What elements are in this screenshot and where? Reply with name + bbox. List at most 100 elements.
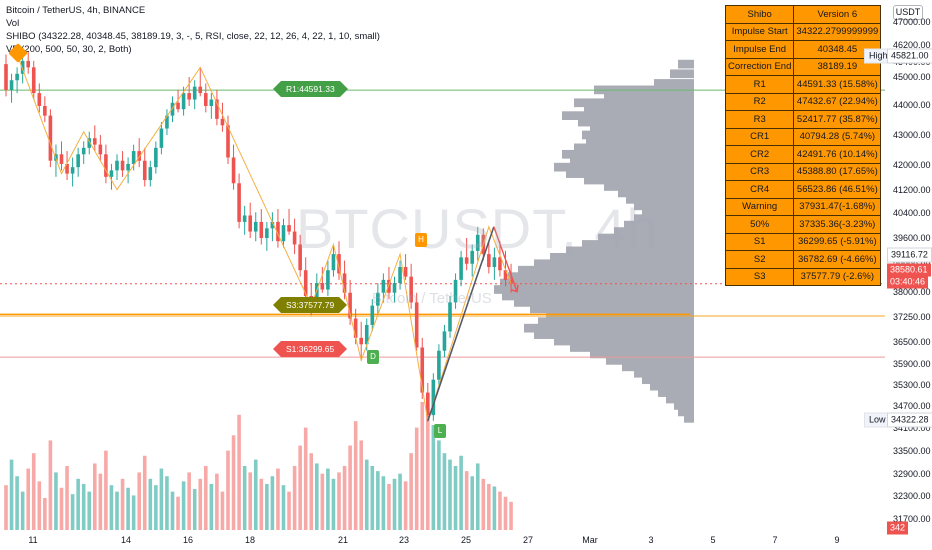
candle-body [165,115,169,129]
candle-body [120,160,125,171]
volume-profile-bar [678,407,694,417]
pivot-h-label: H [415,233,427,247]
shibo-level-name: Impulse Start [724,22,795,41]
candle-body [348,292,352,319]
volume-bar [265,483,269,530]
shibo-row: Shibo Version 6 [724,5,882,24]
shibo-level-value: 42491.76 (10.14%) [793,145,882,164]
legend-symbol[interactable]: Bitcoin / TetherUS, 4h, BINANCE [6,5,146,16]
volume-bar [231,435,236,530]
shibo-row: S3 37577.79 (-2.6%) [724,267,882,286]
volume-bar [15,476,19,530]
candle-body [431,379,436,416]
date-tick-label: 27 [522,535,534,545]
candle-body [87,138,92,148]
volume-profile-bar [590,349,694,359]
countdown-badge: 03:40:46 [887,275,929,289]
impulse-arrow [427,226,495,422]
candle-body [498,257,502,271]
volume-bar [209,483,214,530]
candle-body [253,221,258,232]
shibo-level-name: Warning [724,197,795,216]
volume-bar [87,491,92,530]
candle-body [342,273,347,293]
candle-body [292,231,297,245]
volume-bar [59,487,64,530]
volume-bar [98,473,103,530]
shibo-row: CR4 56523.86 (46.51%) [724,180,882,199]
volume-bar [342,466,347,530]
volume-bar [176,496,180,530]
volume-bar [337,472,341,530]
legend-volume-profile[interactable]: VP (200, 500, 50, 30, 2, Both) [6,44,132,55]
candle-body [320,283,325,290]
candle-body [65,163,69,174]
date-tick-label: 23 [398,535,410,545]
volume-profile-bar [678,59,694,69]
shibo-level-name: CR1 [724,127,795,146]
volume-profile-bar [618,188,694,198]
volume-profile-bar [654,79,694,88]
volume-bar [109,485,114,530]
candle-body [298,244,302,271]
legend-volume[interactable]: Vol [6,18,20,29]
volume-badge: 342 [887,521,909,535]
candle-body [470,250,474,264]
volume-bar [370,466,375,530]
shibo-row: Impulse Start 34322.2799999999 [724,22,882,41]
candle-body [437,350,441,380]
shibo-level-name: CR2 [724,145,795,164]
volume-profile-bar [508,272,694,281]
volume-bar [165,476,169,530]
shibo-level-name: 50% [724,215,795,234]
volume-bar [259,478,264,530]
candle-body [464,257,469,264]
volume-bar [93,463,97,530]
shibo-level-value: 36299.65 (-5.91%) [793,232,882,251]
volume-profile-bar [566,169,694,178]
candle-body [276,221,280,242]
legend-shibo[interactable]: SHIBO (34322.28, 40348.45, 38189.19, 3, … [6,31,380,42]
price-tick-label: 39600.00 [893,233,931,243]
candle-body [142,160,147,181]
shibo-level-name: S2 [724,250,795,269]
volume-profile-bar [554,162,694,172]
volume-bar [20,491,25,530]
volume-bar [9,459,14,530]
price-tick-label: 33500.00 [893,446,931,456]
symbol-watermark: BTCUSDT, 4h [296,197,659,260]
shibo-row: Warning 37931.47(-1.68%) [724,197,882,216]
volume-bar [387,483,391,530]
volume-bar [181,481,186,530]
shibo-level-name: R3 [724,110,795,129]
volume-bar [303,427,308,530]
volume-profile-bar [562,111,694,120]
volume-profile-bar [570,156,694,166]
volume-profile-bar [674,401,694,410]
volume-profile-bar [590,124,694,133]
volume-profile-bar [546,310,694,320]
shibo-level-name: S1 [724,232,795,251]
candle-body [475,234,480,251]
volume-bar [159,468,164,530]
currency-selector[interactable]: USDT [893,5,923,20]
date-tick-label: Mar [582,535,598,545]
volume-bar [276,468,280,530]
date-tick-label: 21 [337,535,349,545]
volume-profile-bar [574,143,694,153]
candle-body [326,270,330,290]
volume-bar [359,440,363,530]
volume-bar [331,478,336,530]
candle-body [414,302,419,348]
volume-bar [437,440,441,530]
volume-profile-bar [626,195,694,204]
volume-bar [81,483,86,530]
candle-body [315,283,319,303]
volume-bar [459,455,463,530]
price-tick-label: 37250.00 [893,312,931,322]
volume-profile-bar [642,207,694,217]
volume-profile-bar [624,220,694,230]
candle-body [31,67,36,94]
candle-body [209,99,214,106]
